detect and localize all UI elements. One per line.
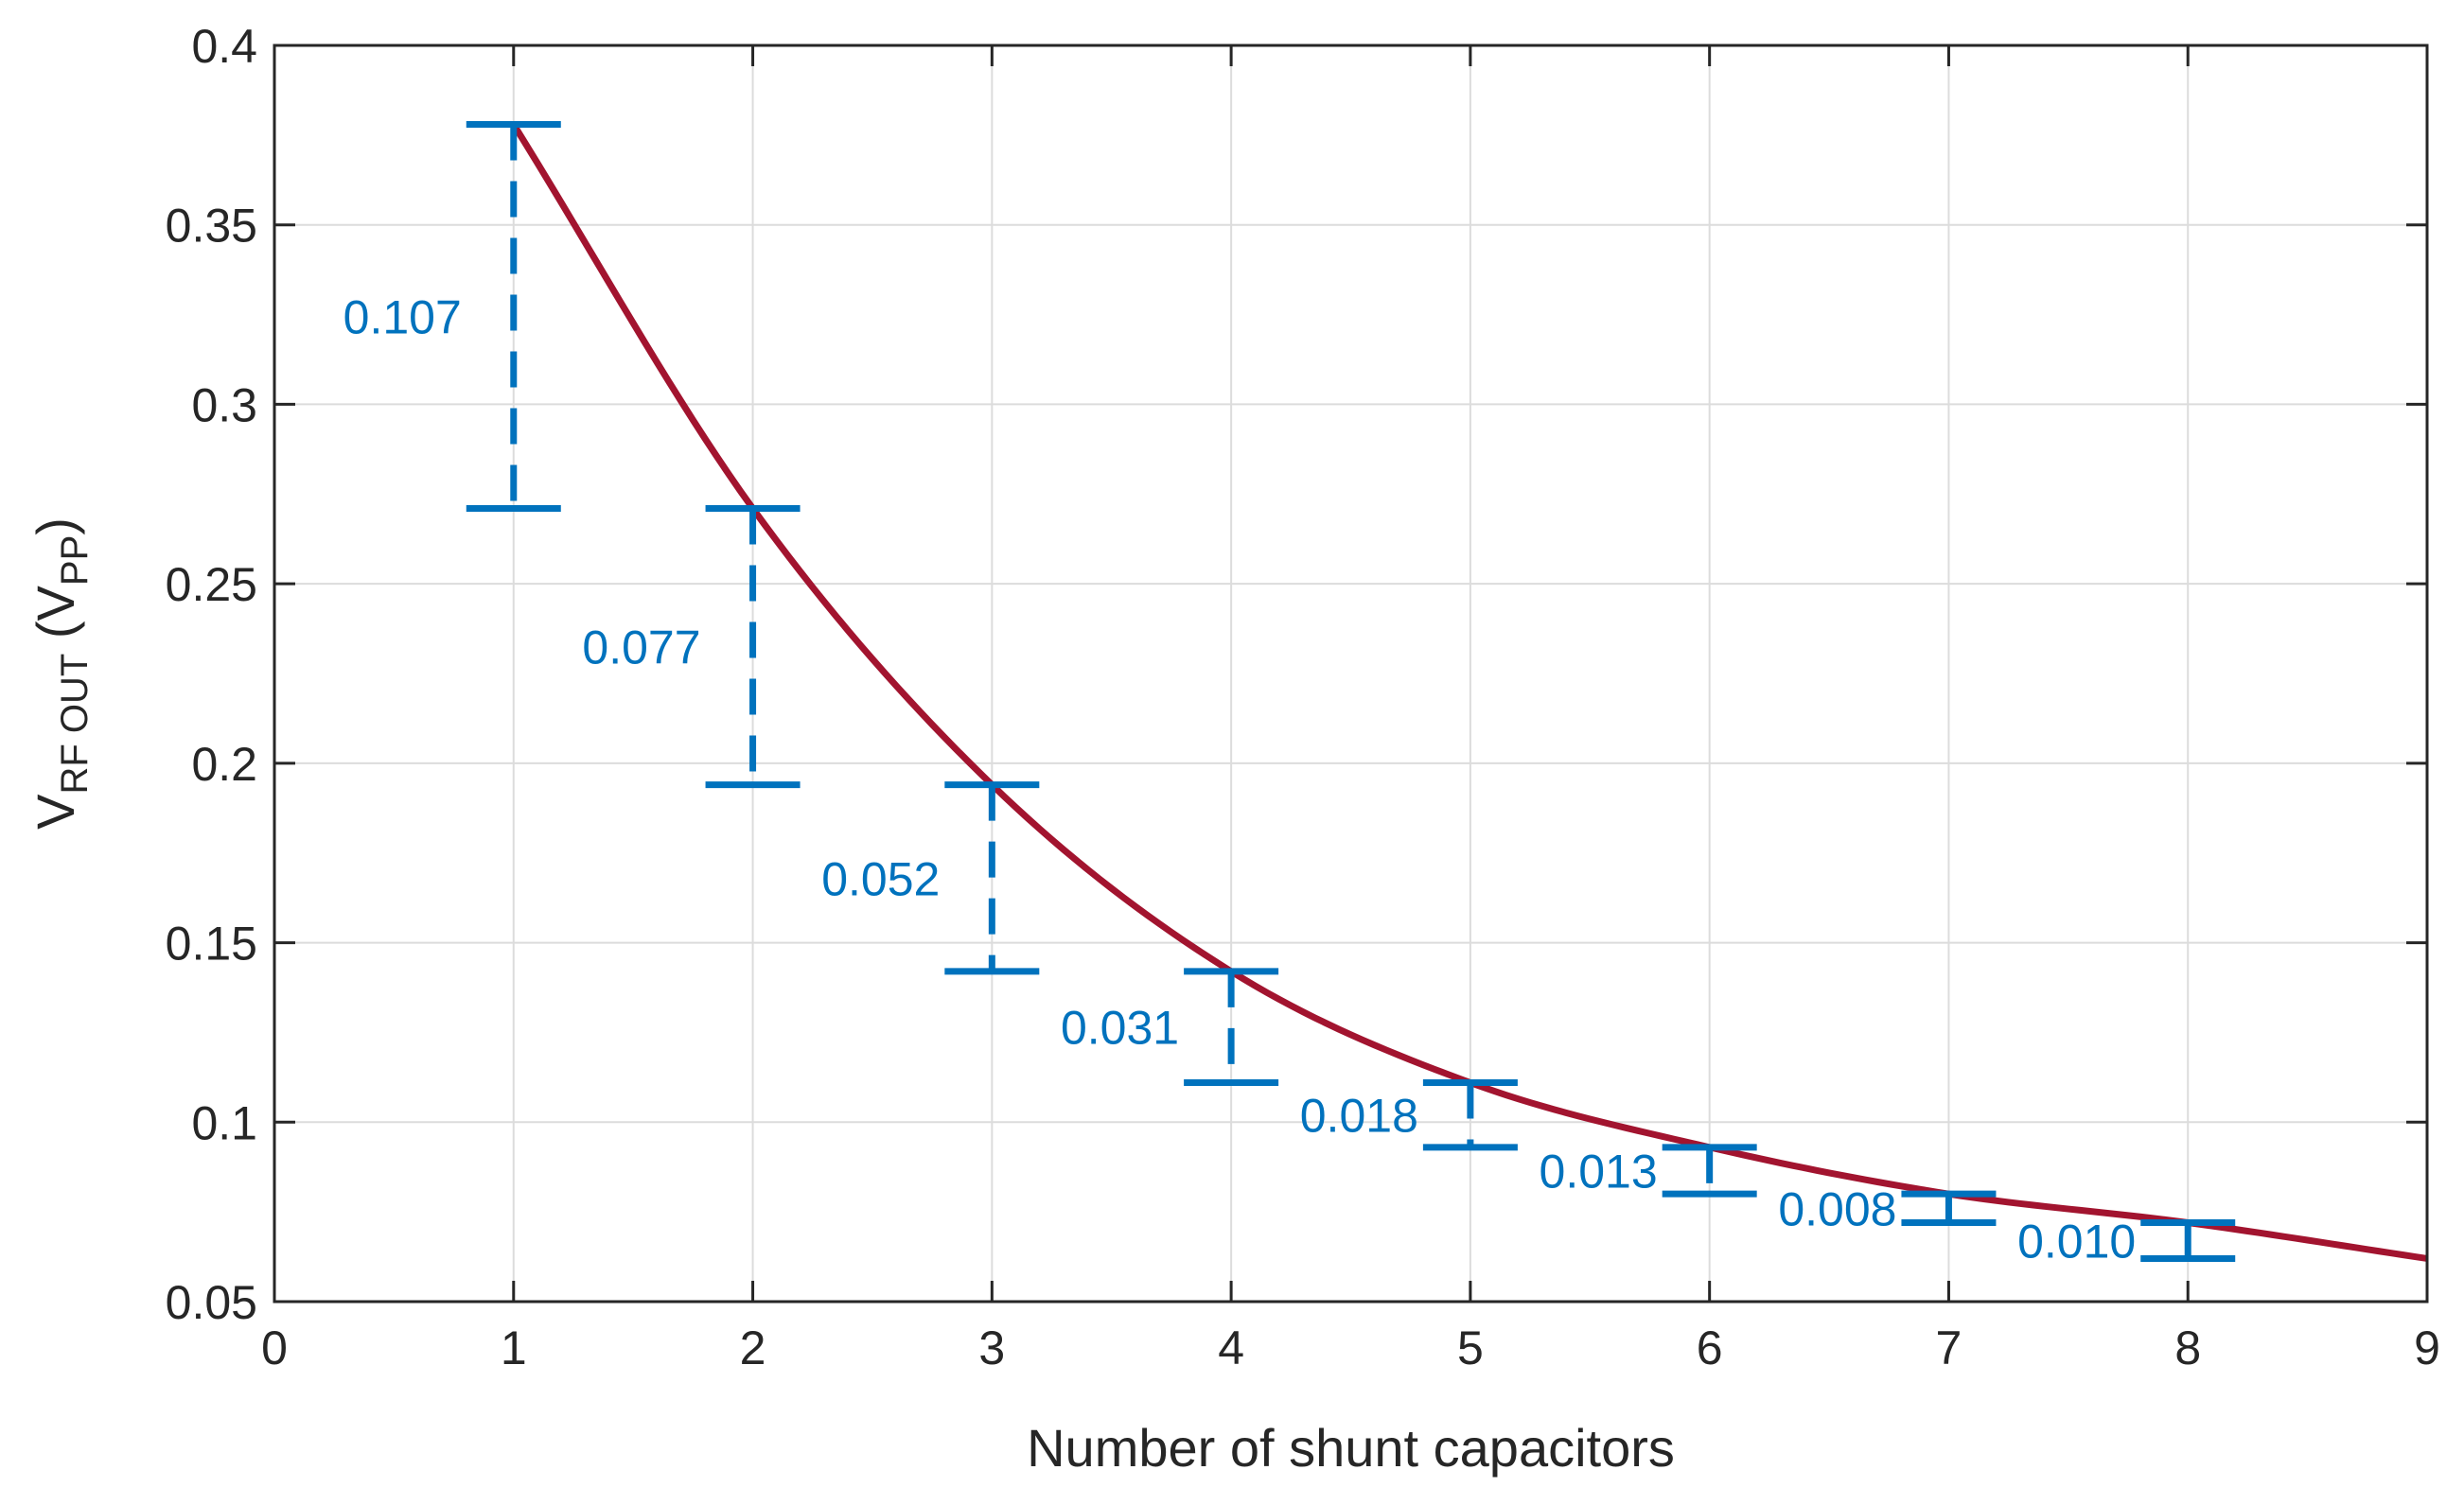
x-tick-label-9: 9	[2414, 1321, 2440, 1374]
y-axis-label: VRF OUT (VPP)	[26, 517, 96, 830]
y-tick-label-0.3: 0.3	[191, 378, 257, 431]
step-label-6: 0.013	[1540, 1146, 1658, 1199]
y-tick-label-0.2: 0.2	[191, 738, 257, 791]
x-tick-label-0: 0	[261, 1321, 288, 1374]
y-tick-label-0.35: 0.35	[166, 200, 257, 253]
step-label-3: 0.052	[821, 852, 940, 905]
y-axis-label-unit-open: (V	[26, 585, 85, 653]
steps-layer: 0.107 0.077 0.052 0.031 0.018 0.013 0.008 0.010	[343, 120, 2236, 1268]
plot-frame	[273, 44, 2429, 1304]
step-label-7: 0.008	[1778, 1182, 1896, 1235]
y-axis-label-sub: RF OUT	[54, 654, 96, 795]
y-tick-label-0.25: 0.25	[166, 558, 257, 611]
x-axis-label: Number of shunt capacitors	[1027, 1418, 1675, 1478]
y-axis-label-unit-close: )	[26, 517, 85, 535]
y-tick-label-0.05: 0.05	[166, 1276, 257, 1329]
step-bracket-2: 0.077	[582, 504, 801, 789]
step-bracket-3: 0.052	[821, 781, 1040, 975]
y-tick-label-0.15: 0.15	[166, 918, 257, 971]
x-tick-label-2: 2	[740, 1321, 766, 1374]
y-axis-label-main: V	[26, 794, 85, 830]
x-tick-label-7: 7	[1936, 1321, 1962, 1374]
x-tick-label-6: 6	[1697, 1321, 1723, 1374]
step-bracket-7: 0.008	[1778, 1182, 1997, 1235]
step-label-5: 0.018	[1300, 1090, 1418, 1143]
y-tick-label-0.4: 0.4	[191, 20, 257, 73]
step-bracket-5: 0.018	[1300, 1079, 1518, 1151]
x-tick-label-1: 1	[501, 1321, 527, 1374]
step-bracket-4: 0.031	[1061, 968, 1279, 1087]
step-label-4: 0.031	[1061, 1002, 1179, 1055]
x-tick-label-8: 8	[2174, 1321, 2201, 1374]
step-label-8: 0.010	[2017, 1215, 2136, 1268]
x-tick-label-4: 4	[1218, 1321, 1244, 1374]
x-tick-label-3: 3	[978, 1321, 1005, 1374]
step-bracket-6: 0.013	[1540, 1144, 1757, 1199]
step-bracket-8: 0.010	[2017, 1215, 2236, 1268]
step-label-2: 0.077	[582, 621, 700, 674]
y-tick-label-0.1: 0.1	[191, 1096, 257, 1149]
y-axis-label-unit-sub: PP	[54, 535, 96, 586]
x-tick-label-5: 5	[1457, 1321, 1484, 1374]
step-bracket-1: 0.107	[343, 120, 561, 512]
ticks-layer: 0 1 2 3 4 5 6 7 8 9 0.05 0.1 0.15 0.2 0.25 0.3 0.35 0.4	[166, 20, 2440, 1374]
grid-layer	[274, 45, 2427, 1302]
axes-layer	[273, 44, 2429, 1304]
step-label-1: 0.107	[343, 290, 462, 343]
